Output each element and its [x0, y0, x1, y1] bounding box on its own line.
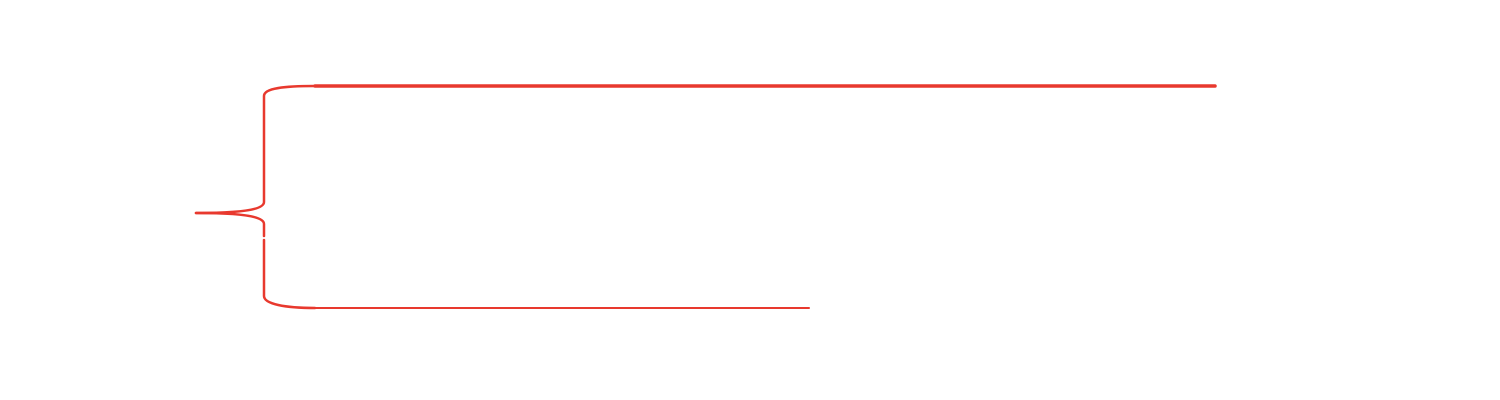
curly-brace-lower-stem [262, 238, 317, 310]
curly-brace-upper-half [194, 84, 317, 215]
brace-group [194, 84, 1217, 310]
curly-brace-lower-half [194, 211, 266, 238]
